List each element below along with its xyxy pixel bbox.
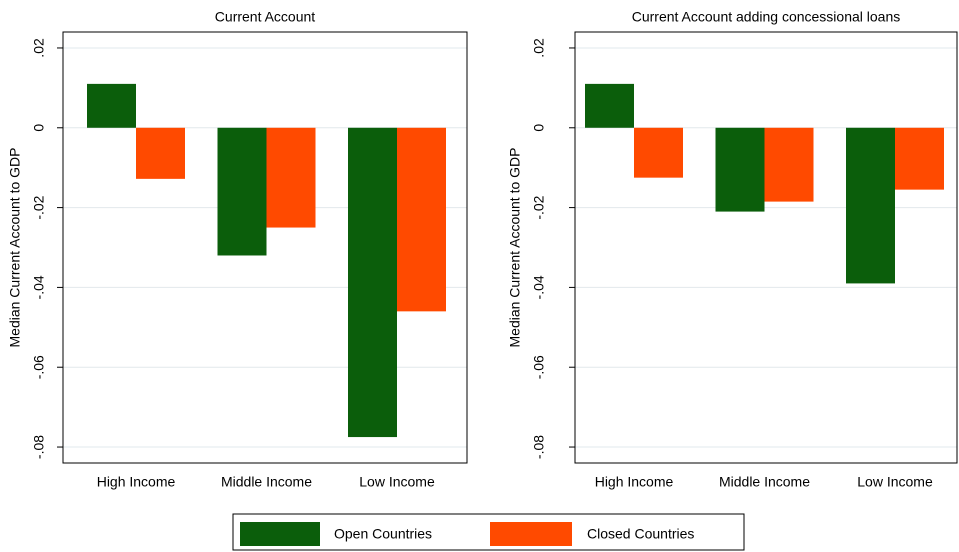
bar <box>87 83 136 128</box>
bar <box>266 127 316 228</box>
x-tick-label: Low Income <box>359 474 435 490</box>
bar <box>348 127 397 438</box>
y-tick-label: -.02 <box>531 195 547 219</box>
y-axis-label: Median Current Account to GDP <box>7 148 23 348</box>
y-tick-label: -.04 <box>531 275 547 299</box>
y-tick-label: 0 <box>531 124 547 132</box>
legend-swatch <box>240 522 320 546</box>
plot-frame <box>62 31 468 464</box>
y-tick-label: -.06 <box>531 355 547 379</box>
x-tick-label: Middle Income <box>221 474 312 490</box>
y-tick-label: -.08 <box>531 435 547 459</box>
bar <box>397 127 446 312</box>
bar <box>136 127 185 179</box>
y-tick-label: .02 <box>31 38 47 58</box>
bar <box>895 127 944 190</box>
y-tick-label: .02 <box>531 38 547 58</box>
bar <box>585 83 634 128</box>
bar <box>715 127 765 212</box>
bar <box>846 127 895 284</box>
x-tick-label: High Income <box>97 474 176 490</box>
legend-label: Open Countries <box>334 526 432 542</box>
legend-label: Closed Countries <box>587 526 694 542</box>
y-tick-label: -.08 <box>31 435 47 459</box>
y-tick-label: -.02 <box>31 195 47 219</box>
bar <box>634 127 683 178</box>
bar <box>764 127 814 202</box>
plot-frame <box>574 31 958 464</box>
y-tick-label: -.04 <box>31 275 47 299</box>
x-tick-label: Middle Income <box>719 474 810 490</box>
chart-title: Current Account adding concessional loan… <box>632 9 901 25</box>
legend-swatch <box>490 522 572 546</box>
x-tick-label: Low Income <box>857 474 933 490</box>
chart-title: Current Account <box>215 9 315 25</box>
bar <box>217 127 267 256</box>
x-tick-label: High Income <box>595 474 674 490</box>
y-axis-label: Median Current Account to GDP <box>507 148 523 348</box>
y-tick-label: 0 <box>31 124 47 132</box>
y-tick-label: -.06 <box>31 355 47 379</box>
